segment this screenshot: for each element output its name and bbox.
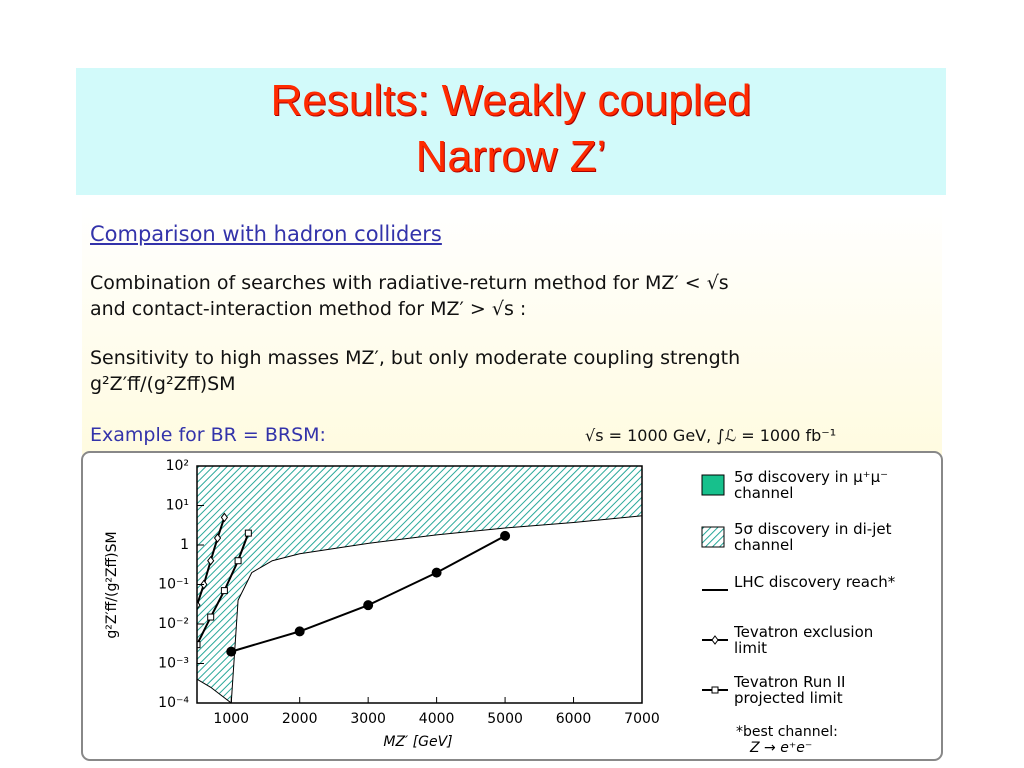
legend-label: LHC discovery reach* bbox=[734, 574, 896, 591]
text: and contact-interaction method for MZ′ >… bbox=[90, 298, 527, 320]
title: Narrow Z’ bbox=[415, 132, 607, 181]
marker bbox=[431, 567, 442, 578]
text-panel bbox=[82, 205, 942, 455]
legend-swatch bbox=[701, 526, 725, 548]
x-tick-label: 4000 bbox=[419, 711, 455, 727]
marker bbox=[220, 587, 228, 595]
text: Combination of searches with radiative-r… bbox=[90, 272, 729, 294]
title: Results: Weakly coupled bbox=[270, 76, 752, 125]
footnote: *best channel: bbox=[736, 724, 838, 740]
legend-marker bbox=[711, 635, 719, 645]
y-tick-label: 10² bbox=[166, 458, 189, 474]
text: √s = 1000 GeV, ∫ℒ = 1000 fb⁻¹ bbox=[585, 426, 837, 445]
title-band bbox=[76, 68, 946, 195]
footnote: Z → e⁺e⁻ bbox=[749, 740, 812, 756]
y-axis-label: g²Z′ff̄/(g²Zff̄)SM bbox=[104, 531, 120, 638]
legend-entry: Tevatron Run II projected limit bbox=[734, 674, 846, 707]
legend-label: Tevatron exclusion limit bbox=[734, 624, 874, 657]
legend-entry: 5σ discovery in di-jet channel bbox=[734, 521, 892, 554]
y-tick-label: 10⁻¹ bbox=[158, 577, 189, 593]
text: g²Z′ff̄/(g²Zff̄)SM bbox=[90, 373, 236, 395]
marker bbox=[197, 641, 201, 649]
y-tick-label: 10¹ bbox=[166, 498, 189, 514]
y-tick-label: 10⁻³ bbox=[158, 656, 189, 672]
marker bbox=[500, 530, 511, 541]
marker bbox=[294, 626, 305, 637]
marker bbox=[220, 512, 229, 523]
marker bbox=[234, 557, 242, 565]
legend-entry: LHC discovery reach* bbox=[734, 574, 896, 591]
x-axis-label: MZ′ [GeV] bbox=[383, 734, 452, 750]
x-tick-label: 2000 bbox=[282, 711, 318, 727]
legend-swatch bbox=[701, 474, 725, 496]
heading: Comparison with hadron colliders bbox=[90, 222, 442, 246]
legend-entry: 5σ discovery in μ⁺μ⁻ channel bbox=[734, 469, 889, 502]
legend-entry: Tevatron exclusion limit bbox=[734, 624, 874, 657]
text: Sensitivity to high masses MZ′, but only… bbox=[90, 347, 741, 369]
marker bbox=[226, 646, 237, 657]
x-tick-label: 1000 bbox=[213, 711, 249, 727]
y-tick-label: 10⁻⁴ bbox=[158, 695, 189, 711]
marker bbox=[213, 533, 222, 543]
legend-marker bbox=[711, 686, 719, 694]
plot bbox=[197, 466, 642, 703]
text: Example for BR = BRSM: bbox=[90, 424, 326, 446]
x-tick-label: 3000 bbox=[350, 711, 386, 727]
marker bbox=[207, 613, 215, 621]
x-tick-label: 6000 bbox=[556, 711, 592, 727]
marker bbox=[363, 600, 374, 611]
y-tick-label: 1 bbox=[180, 537, 189, 553]
area bbox=[197, 466, 642, 703]
legend-label: 5σ discovery in di-jet channel bbox=[734, 521, 892, 554]
x-tick-label: 5000 bbox=[487, 711, 523, 727]
marker bbox=[244, 529, 252, 537]
marker bbox=[207, 555, 215, 566]
x-tick-label: 7000 bbox=[624, 711, 660, 727]
legend-label: 5σ discovery in μ⁺μ⁻ channel bbox=[734, 469, 889, 502]
legend-label: Tevatron Run II projected limit bbox=[734, 674, 846, 707]
y-tick-label: 10⁻² bbox=[158, 616, 189, 632]
